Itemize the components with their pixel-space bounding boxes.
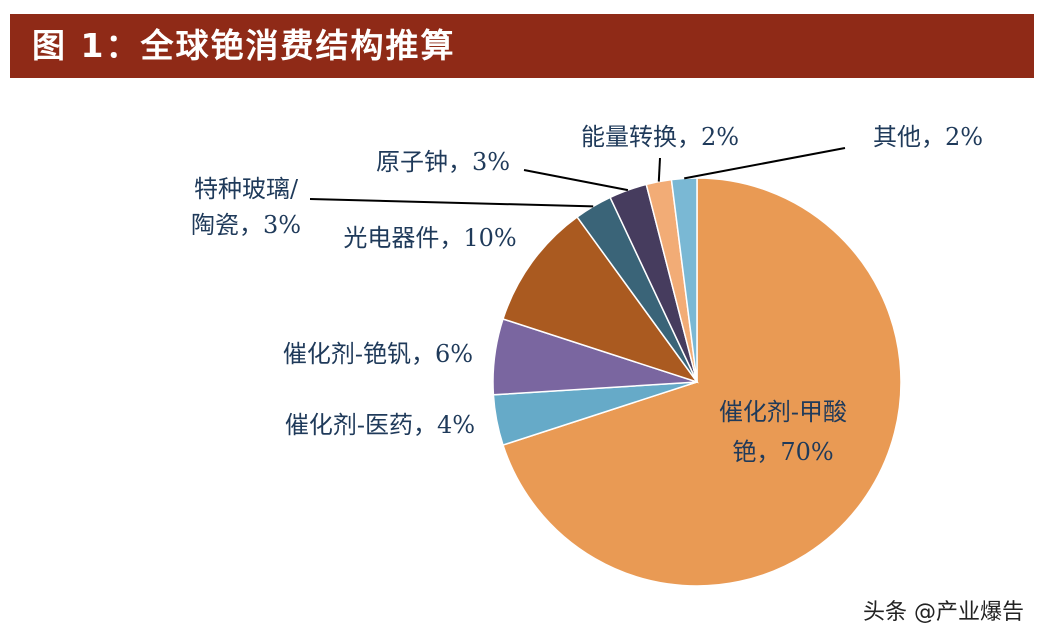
slice-label-1: 催化剂-医药，4% <box>285 411 475 439</box>
leader-line-5 <box>523 169 629 192</box>
pie-slice-7 <box>670 177 698 383</box>
pie-slice-0 <box>502 177 902 587</box>
watermark: 头条 @产业爆告 <box>863 600 1024 625</box>
slice-label-4: 特种玻璃/陶瓷，3% <box>191 175 301 239</box>
slice-label-6: 能量转换，2% <box>581 123 739 151</box>
pie-slices <box>492 177 902 587</box>
leader-line-4 <box>309 198 594 208</box>
slice-label-0: 催化剂-甲酸铯，70% <box>719 398 847 466</box>
title-bar: 图 1：全球铯消费结构推算 <box>10 14 1034 78</box>
slice-label-7: 其他，2% <box>873 123 983 151</box>
slice-labels: 催化剂-甲酸铯，70% 催化剂-医药，4% 催化剂-铯钒，6% 光电器件，10% 特种玻… <box>191 123 983 466</box>
slice-label-3: 光电器件，10% <box>343 224 516 252</box>
pie-slice-3 <box>502 215 699 384</box>
slice-label-5: 原子钟，3% <box>376 148 510 176</box>
page-title: 图 1：全球铯消费结构推算 <box>32 26 456 65</box>
leader-line-7 <box>684 147 846 180</box>
leader-line-6 <box>657 157 661 182</box>
leader-lines <box>309 147 846 208</box>
slice-label-2: 催化剂-铯钒，6% <box>283 340 473 368</box>
